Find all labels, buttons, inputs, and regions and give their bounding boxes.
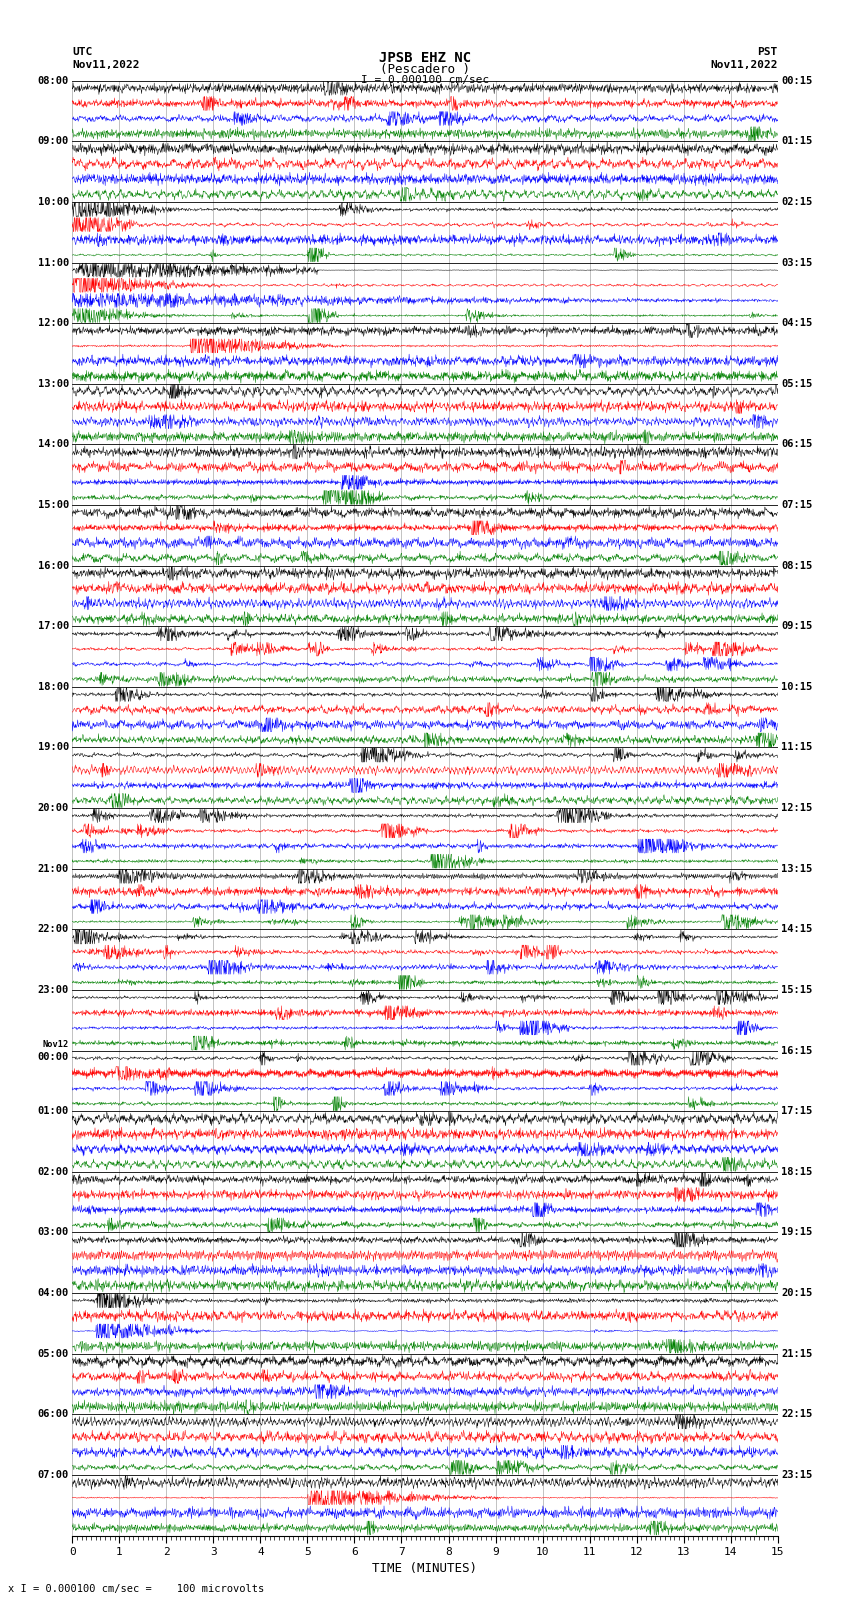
Text: 16:00: 16:00 xyxy=(37,561,69,571)
Text: 04:15: 04:15 xyxy=(781,318,813,327)
Text: 20:00: 20:00 xyxy=(37,803,69,813)
Text: 06:15: 06:15 xyxy=(781,439,813,450)
Text: 01:00: 01:00 xyxy=(37,1107,69,1116)
Text: 14:00: 14:00 xyxy=(37,439,69,450)
Text: (Pescadero ): (Pescadero ) xyxy=(380,63,470,76)
Text: Nov11,2022: Nov11,2022 xyxy=(72,60,139,69)
Text: 05:00: 05:00 xyxy=(37,1348,69,1358)
Text: 02:15: 02:15 xyxy=(781,197,813,206)
Text: 05:15: 05:15 xyxy=(781,379,813,389)
Text: 10:15: 10:15 xyxy=(781,682,813,692)
Text: 18:15: 18:15 xyxy=(781,1166,813,1177)
Text: 18:00: 18:00 xyxy=(37,682,69,692)
Text: 22:00: 22:00 xyxy=(37,924,69,934)
Text: 03:15: 03:15 xyxy=(781,258,813,268)
Text: 08:15: 08:15 xyxy=(781,561,813,571)
Text: 17:00: 17:00 xyxy=(37,621,69,631)
Text: 10:00: 10:00 xyxy=(37,197,69,206)
Text: 11:00: 11:00 xyxy=(37,258,69,268)
Text: 20:15: 20:15 xyxy=(781,1289,813,1298)
Text: 19:15: 19:15 xyxy=(781,1227,813,1237)
Text: 06:00: 06:00 xyxy=(37,1410,69,1419)
Text: 01:15: 01:15 xyxy=(781,135,813,147)
Text: 00:15: 00:15 xyxy=(781,76,813,85)
Text: 12:15: 12:15 xyxy=(781,803,813,813)
Text: JPSB EHZ NC: JPSB EHZ NC xyxy=(379,50,471,65)
Text: 13:15: 13:15 xyxy=(781,863,813,874)
Text: 19:00: 19:00 xyxy=(37,742,69,753)
Text: Nov12: Nov12 xyxy=(42,1040,69,1048)
Text: 07:15: 07:15 xyxy=(781,500,813,510)
Text: 21:15: 21:15 xyxy=(781,1348,813,1358)
Text: 22:15: 22:15 xyxy=(781,1410,813,1419)
Text: 11:15: 11:15 xyxy=(781,742,813,753)
Text: PST: PST xyxy=(757,47,778,56)
Text: 12:00: 12:00 xyxy=(37,318,69,327)
Text: Nov11,2022: Nov11,2022 xyxy=(711,60,778,69)
Text: UTC: UTC xyxy=(72,47,93,56)
Text: 16:15: 16:15 xyxy=(781,1045,813,1055)
Text: 08:00: 08:00 xyxy=(37,76,69,85)
X-axis label: TIME (MINUTES): TIME (MINUTES) xyxy=(372,1561,478,1574)
Text: 15:15: 15:15 xyxy=(781,986,813,995)
Text: 09:00: 09:00 xyxy=(37,135,69,147)
Text: 09:15: 09:15 xyxy=(781,621,813,631)
Text: 04:00: 04:00 xyxy=(37,1289,69,1298)
Text: 15:00: 15:00 xyxy=(37,500,69,510)
Text: 21:00: 21:00 xyxy=(37,863,69,874)
Text: 23:15: 23:15 xyxy=(781,1469,813,1481)
Text: 13:00: 13:00 xyxy=(37,379,69,389)
Text: I = 0.000100 cm/sec: I = 0.000100 cm/sec xyxy=(361,76,489,85)
Text: 23:00: 23:00 xyxy=(37,986,69,995)
Text: 03:00: 03:00 xyxy=(37,1227,69,1237)
Text: 00:00: 00:00 xyxy=(37,1052,69,1063)
Text: x I = 0.000100 cm/sec =    100 microvolts: x I = 0.000100 cm/sec = 100 microvolts xyxy=(8,1584,264,1594)
Text: 07:00: 07:00 xyxy=(37,1469,69,1481)
Text: 14:15: 14:15 xyxy=(781,924,813,934)
Text: 17:15: 17:15 xyxy=(781,1107,813,1116)
Text: 02:00: 02:00 xyxy=(37,1166,69,1177)
